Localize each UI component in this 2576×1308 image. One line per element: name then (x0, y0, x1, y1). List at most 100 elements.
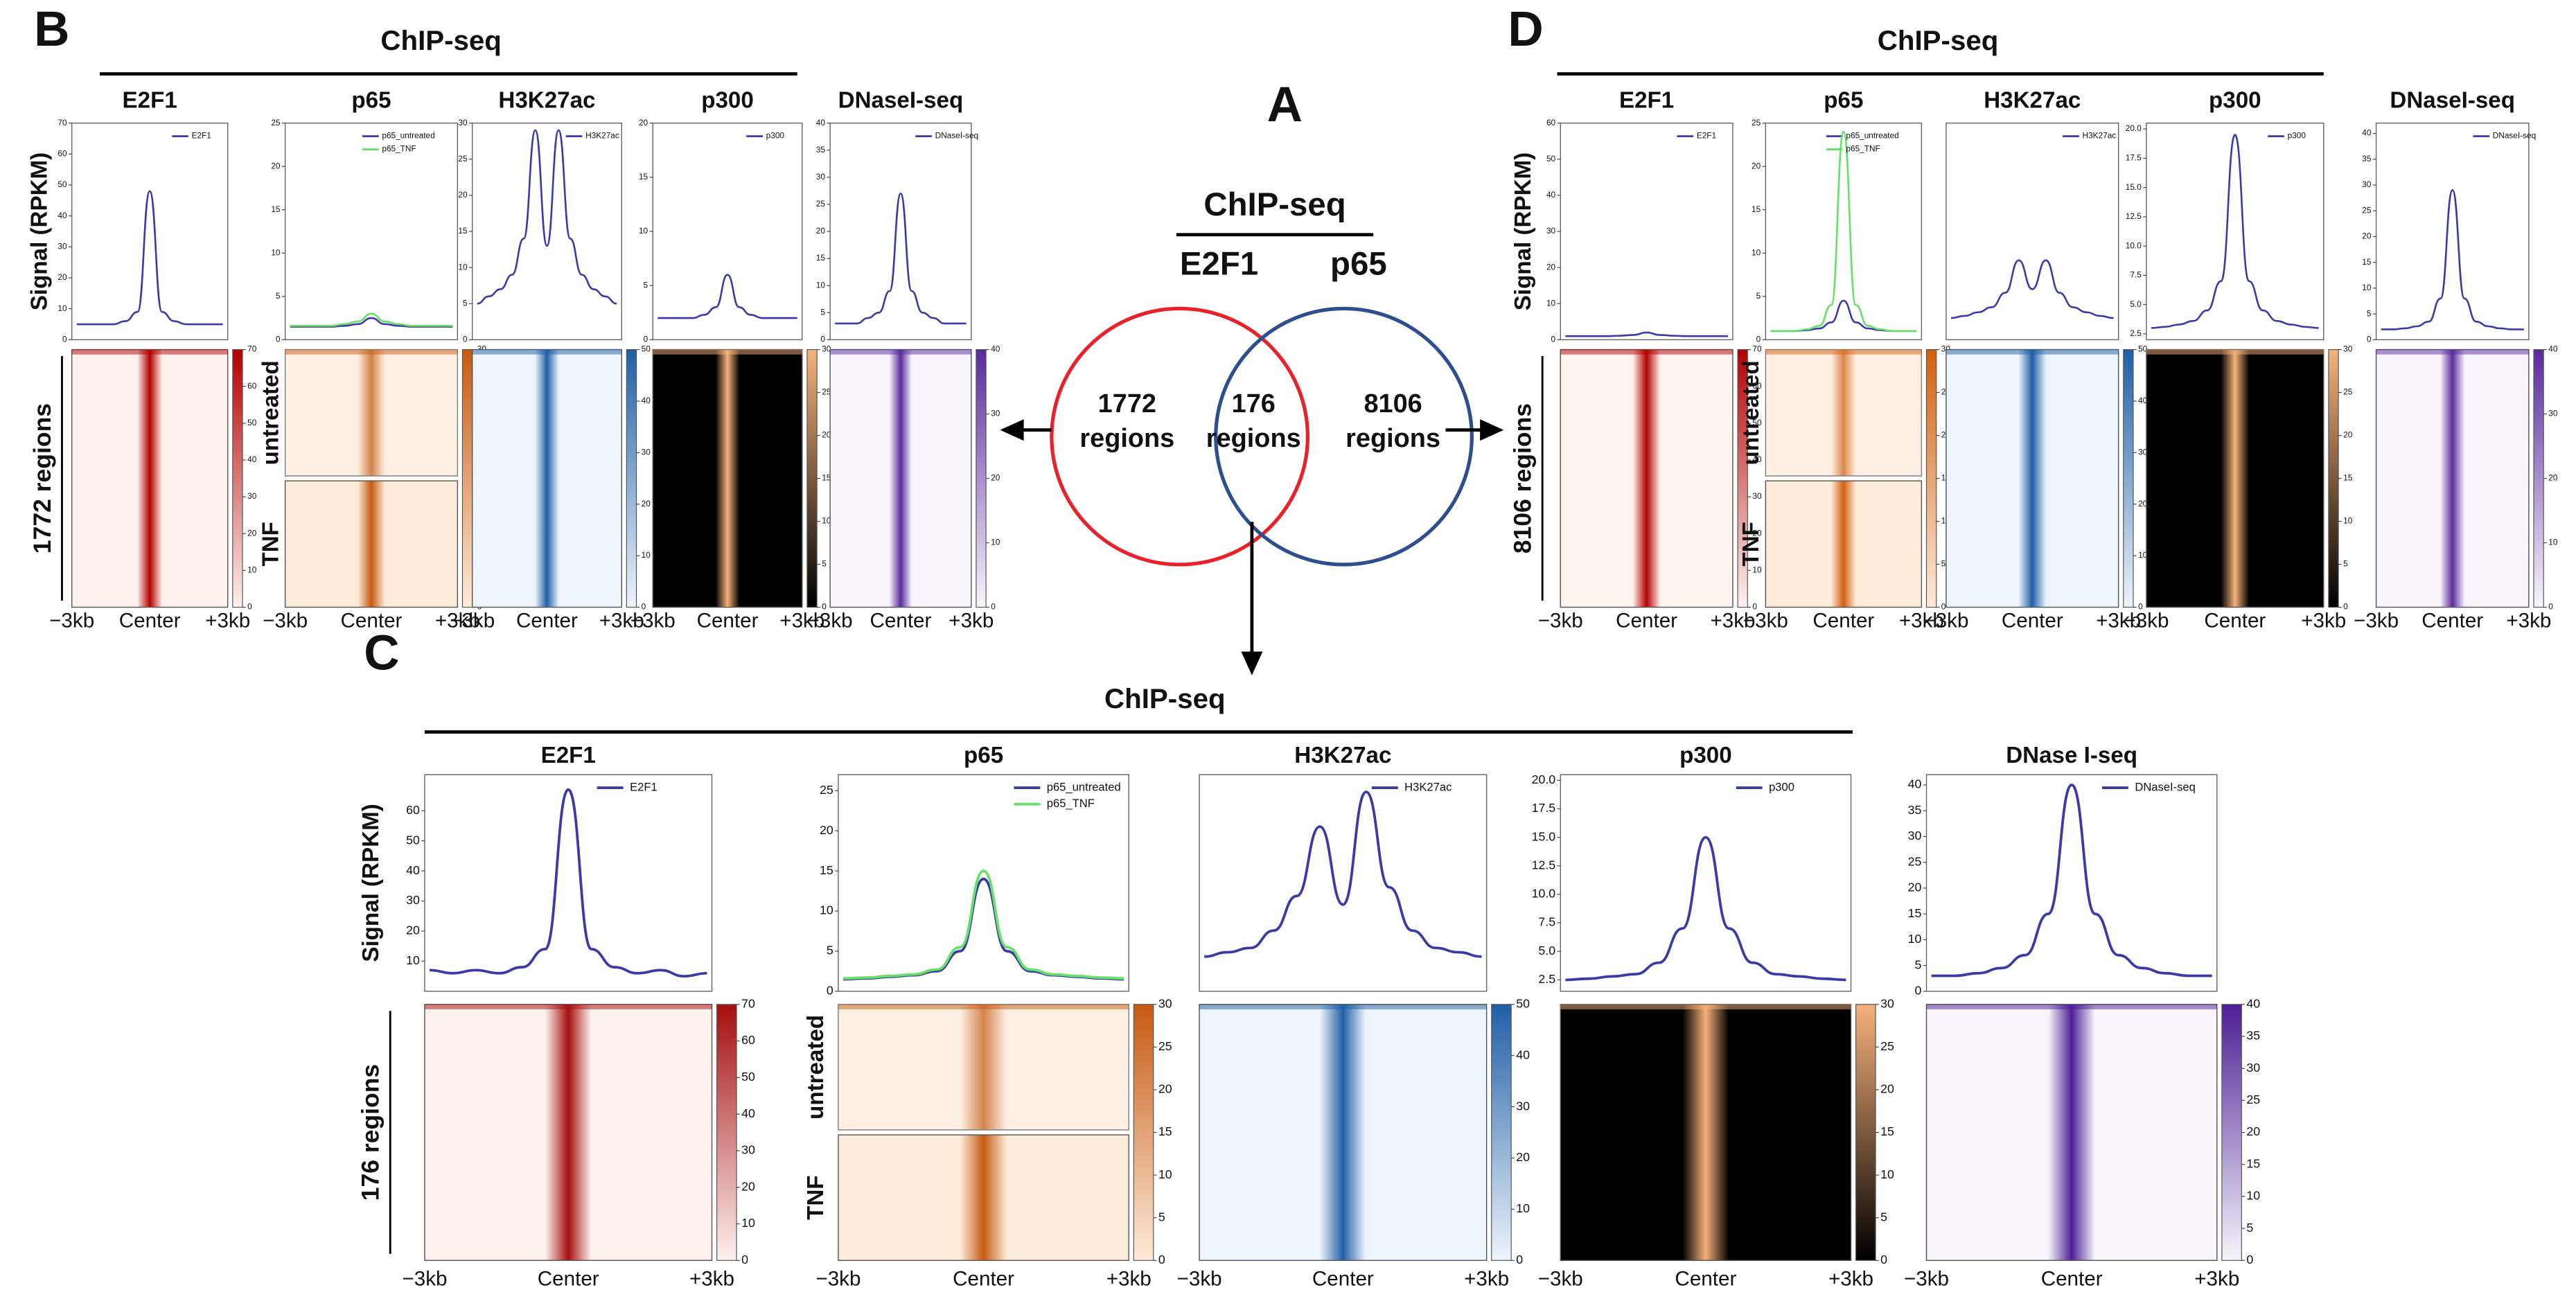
heatmap-top-band (1199, 1004, 1487, 1009)
colorbar-tick-label: 10 (247, 565, 257, 574)
heatmap (1199, 1004, 1488, 1262)
plot-frame (1560, 122, 1733, 341)
region-count: 1772 (1098, 389, 1156, 418)
x-tick-label: +3kb (1464, 1268, 1509, 1291)
y-tick-label: 15 (820, 863, 833, 877)
plot-frame (1199, 774, 1488, 992)
row-label: 176 regions (357, 1064, 385, 1201)
track-title: DNase I-seq (2006, 743, 2137, 768)
colorbar-tick-label: 20 (1880, 1082, 1894, 1096)
colorbar (806, 348, 818, 608)
y-tick-label: 15 (639, 172, 649, 182)
colorbar-tick-label: 5 (822, 559, 827, 569)
heatmap (652, 348, 803, 608)
colorbar-tick-label: 30 (991, 409, 1000, 418)
colorbar-tick-label: 70 (1752, 344, 1762, 354)
colorbar (2533, 348, 2544, 608)
colorbar-tick-label: 10 (822, 516, 831, 526)
y-tick-label: 5 (827, 944, 833, 957)
y-tick-label: 20 (1752, 161, 1761, 170)
panel-b: B ChIP-seq Signal (RPKM) 1772 regions E2F1 0 1… (26, 2, 1000, 632)
colorbar-tick-label: 15 (1158, 1124, 1172, 1138)
y-tick-label: 40 (1908, 777, 1922, 791)
y-tick-label: 2.5 (2130, 328, 2142, 338)
heatmap (2375, 348, 2530, 608)
colorbar-tick-label: 50 (2138, 344, 2148, 354)
y-tick-label: 20 (1908, 881, 1922, 894)
plot-frame (284, 122, 459, 341)
x-tick-label: +3kb (779, 610, 824, 633)
colorbar-tick-label: 10 (642, 550, 651, 560)
x-tick-label: +3kb (435, 610, 480, 633)
x-tick-label: Center (870, 610, 932, 633)
heatmap (1765, 480, 1923, 608)
plot-frame (829, 122, 972, 341)
colorbar-tick-label: 50 (247, 418, 257, 427)
y-tick-label: 20 (639, 118, 649, 127)
colorbar-tick-label: 30 (642, 447, 651, 457)
colorbar-tick-label: 0 (1158, 1253, 1165, 1266)
colorbar-tick-label: 30 (247, 491, 257, 501)
y-axis-label: Signal (RPKM) (1510, 152, 1536, 310)
x-tick-label: −3kb (1538, 1268, 1583, 1291)
y-tick-label: 0 (644, 334, 649, 344)
region-unit: regions (1346, 424, 1440, 453)
y-tick-label: 30 (1908, 829, 1922, 842)
track-title: E2F1 (541, 743, 596, 768)
x-tick-label: +3kb (2301, 610, 2346, 633)
plot-frame (1765, 122, 1923, 341)
heatmap (1765, 348, 1923, 477)
colorbar (232, 348, 243, 608)
y-tick-label: 5.0 (2130, 299, 2142, 309)
row-label: 1772 regions (28, 403, 56, 554)
group-label: untreated (258, 360, 283, 465)
plot-frame (71, 122, 229, 341)
x-tick-label: Center (697, 610, 759, 633)
colorbar-tick-label: 10 (2548, 538, 2558, 547)
colorbar-tick-label: 15 (822, 473, 831, 483)
profile-line (658, 274, 797, 319)
y-tick-label: 0 (1756, 334, 1761, 344)
legend-label: p65_TNF (1047, 797, 1095, 810)
y-tick-label: 35 (816, 145, 826, 154)
y-tick-label: 10 (2362, 283, 2372, 292)
colorbar-tick-label: 0 (2246, 1253, 2253, 1266)
y-tick-label: 20 (2362, 231, 2372, 241)
track-title: H3K27ac (1294, 743, 1391, 768)
y-tick-label: 0 (463, 334, 468, 344)
group-label: untreated (803, 1015, 829, 1120)
heatmap-top-band (2146, 349, 2324, 355)
x-tick-label: −3kb (402, 1268, 447, 1291)
y-tick-label: 10 (820, 903, 833, 917)
legend-label: p300 (1769, 780, 1794, 793)
y-tick-label: 0 (2367, 334, 2372, 344)
x-tick-label: +3kb (1106, 1268, 1152, 1291)
y-tick-label: 10.0 (2126, 240, 2142, 250)
track-title: p300 (701, 88, 754, 114)
venn-circle-p65 (1214, 306, 1474, 567)
group-label: TNF (258, 522, 283, 566)
x-tick-label: −3kb (2354, 610, 2399, 633)
y-tick-label: 17.5 (2126, 152, 2142, 162)
x-tick-label: Center (953, 1268, 1014, 1291)
colorbar-tick-label: 20 (2246, 1124, 2260, 1138)
profile-line (1951, 259, 2114, 319)
y-tick-label: 20 (406, 923, 420, 937)
colorbar (976, 348, 987, 608)
y-tick-label: 5 (820, 307, 825, 317)
colorbar-tick-label: 30 (1516, 1099, 1530, 1113)
y-tick-label: 15 (271, 204, 281, 214)
row-label: 8106 regions (1509, 403, 1537, 554)
heatmap-top-band (838, 1004, 1129, 1009)
arrows (1000, 419, 1504, 675)
y-tick-label: 5 (644, 280, 649, 290)
colorbar-tick-label: 50 (642, 344, 651, 354)
heatmap-top-band (2376, 349, 2529, 355)
profile-line (290, 312, 453, 327)
colorbar-tick-label: 30 (2548, 409, 2558, 418)
heatmap-top-band (830, 349, 971, 355)
y-tick-label: 30 (1546, 226, 1556, 236)
y-tick-label: 20 (458, 190, 468, 200)
y-tick-label: 7.5 (2130, 270, 2142, 280)
x-tick-label: Center (516, 610, 578, 633)
